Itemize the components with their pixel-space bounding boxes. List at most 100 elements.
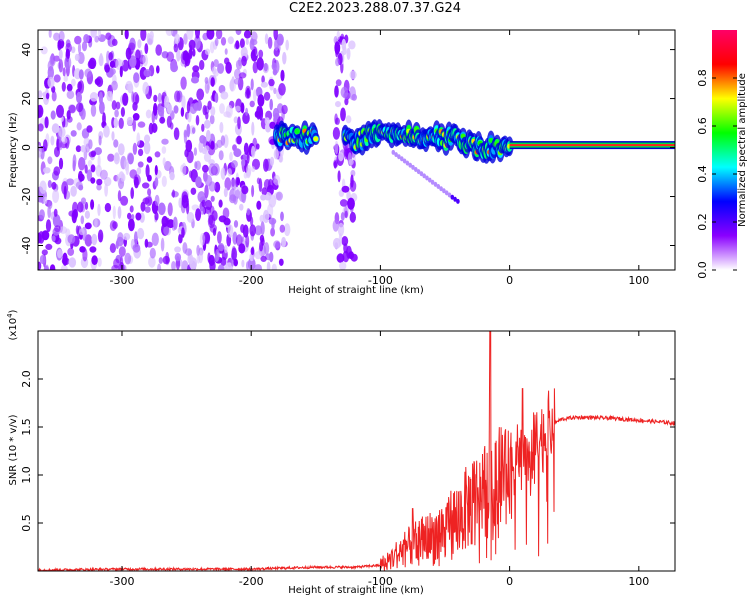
noise-cell [334, 41, 341, 55]
branch-cell [422, 173, 427, 179]
noise-cell [269, 98, 274, 111]
noise-cell [218, 242, 225, 252]
noise-cell [336, 253, 345, 263]
noise-cell [129, 55, 137, 68]
noise-cell [133, 231, 138, 245]
noise-cell [250, 78, 254, 91]
noise-cell [186, 150, 194, 164]
noise-cell [124, 30, 129, 40]
noise-cell [341, 185, 350, 193]
noise-cell [75, 225, 79, 235]
noise-cell [127, 83, 134, 94]
noise-cell [113, 117, 119, 128]
noise-cell [229, 151, 233, 162]
noise-cell [58, 30, 65, 42]
noise-cell [94, 35, 99, 43]
noise-cell [235, 59, 243, 70]
noise-cell [238, 243, 246, 254]
noise-cell [45, 92, 50, 100]
noise-cell [144, 43, 149, 55]
noise-cell [94, 147, 102, 156]
noise-cell [86, 125, 93, 133]
noise-cell [193, 102, 202, 111]
noise-cell [278, 83, 286, 96]
noise-cell [148, 256, 156, 268]
noise-cell [281, 236, 287, 248]
noise-cell [98, 135, 102, 146]
noise-cell [39, 180, 47, 194]
branch-cell [436, 184, 441, 189]
branch-cell [439, 186, 443, 192]
noise-cell [84, 164, 88, 174]
spectrogram-y-axis-label: Frequency (Hz) [8, 112, 19, 188]
noise-cell [62, 67, 66, 77]
noise-cell [84, 210, 90, 219]
noise-cell [264, 117, 270, 126]
noise-cell [154, 194, 160, 207]
noise-cell [253, 89, 257, 102]
noise-cell [97, 30, 102, 39]
colorbar-gradient [712, 30, 737, 270]
noise-cell [267, 203, 274, 218]
noise-cell [74, 35, 82, 45]
branch-cell [453, 196, 457, 202]
noise-cell [237, 116, 241, 130]
noise-cell [61, 137, 68, 144]
noise-cell [269, 156, 275, 166]
noise-cell [156, 65, 160, 74]
noise-cell [199, 59, 205, 71]
noise-cell [111, 100, 117, 111]
noise-cell [76, 122, 82, 131]
noise-cell [223, 111, 231, 118]
noise-cell [258, 178, 263, 192]
noise-cell [72, 154, 77, 168]
noise-cell [49, 264, 56, 270]
spectrogram-frame [37, 29, 676, 271]
noise-cell [98, 54, 104, 67]
noise-cell [185, 139, 193, 153]
noise-cell [344, 210, 348, 219]
snr-x-ticks: -300 -200 -100 0 100 [110, 331, 649, 588]
noise-cell [245, 107, 249, 116]
noise-cell [183, 33, 188, 45]
noise-cell [278, 258, 284, 266]
noise-cell [233, 220, 239, 228]
noise-cell [97, 229, 104, 243]
noise-cell [106, 90, 112, 102]
noise-cell [164, 160, 172, 172]
noise-cell [188, 170, 193, 178]
noise-cell [260, 255, 267, 262]
noise-cell [251, 121, 255, 136]
snr-multiplier-exponent: 4 [6, 313, 14, 318]
noise-cell [171, 261, 176, 270]
noise-cell [213, 68, 219, 77]
noise-cell [157, 202, 166, 216]
noise-cell [220, 91, 229, 100]
noise-cell [256, 200, 262, 210]
snr-panel: -300 -200 -100 0 100 0.5 1.0 1.5 2.0 Height of … [6, 309, 676, 596]
noise-cell [120, 195, 129, 206]
noise-cell [210, 195, 215, 202]
noise-cell [189, 257, 198, 270]
noise-cell [49, 54, 56, 67]
noise-cell [261, 75, 265, 84]
noise-cell [77, 201, 84, 213]
noise-cell [240, 102, 245, 114]
noise-cell [90, 199, 95, 210]
heatmap-layer [38, 30, 675, 270]
snr-x-axis-label: Height of straight line (km) [288, 585, 424, 596]
noise-cell [245, 85, 251, 96]
noise-cell [142, 54, 148, 67]
noise-cell [137, 39, 142, 49]
noise-cell [109, 243, 116, 254]
noise-cell [194, 35, 201, 50]
noise-cell [146, 241, 153, 248]
noise-cell [47, 66, 54, 80]
noise-cell [53, 32, 61, 41]
noise-cell [348, 251, 355, 260]
noise-cell [186, 123, 191, 138]
noise-cell [260, 221, 265, 236]
noise-cell [210, 106, 216, 116]
noise-cell [199, 135, 206, 144]
